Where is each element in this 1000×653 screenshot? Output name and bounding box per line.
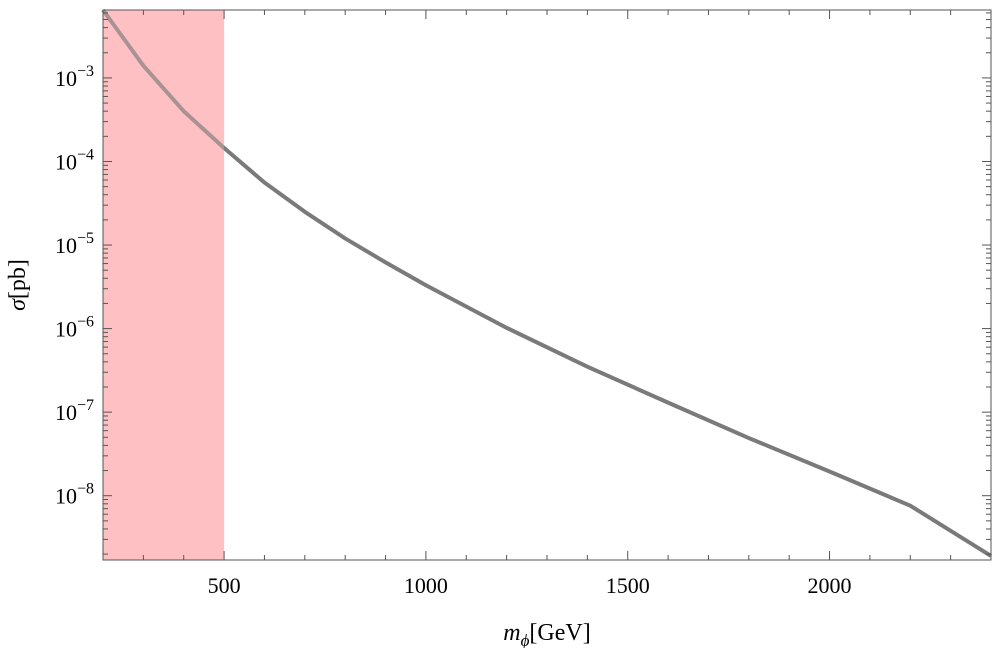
y-tick-label-exponent: −4 [77,146,94,163]
y-tick-label-exponent: −7 [77,397,94,414]
x-tick-label: 1000 [404,573,448,598]
y-axis-label-symbol: σ [5,298,31,311]
series-line-0 [101,8,993,558]
y-tick-label: 10−8 [55,481,94,509]
excluded-region [103,10,225,560]
y-tick-label: 10−6 [55,314,94,342]
y-tick-label-exponent: −3 [77,63,94,80]
y-tick-label-base: 10 [55,317,77,342]
excluded-region-layer [103,10,225,560]
y-axis-label-unit: [pb] [5,259,31,299]
y-tick-label-exponent: −6 [77,314,94,331]
x-axis-label-symbol: m [503,620,520,646]
y-axis-label: σ[pb] [5,259,31,311]
x-axis-label-unit: [GeV] [529,620,590,646]
series-layer [101,8,993,560]
y-tick-label: 10−4 [55,146,94,174]
y-tick-label-base: 10 [55,149,77,174]
x-tick-label: 2000 [808,573,852,598]
x-axis-label-subscript: ϕ [521,631,530,648]
x-tick-label: 500 [208,573,241,598]
excluded-region-overlay [103,10,225,560]
y-tick-label: 10−5 [55,230,94,258]
y-tick-label-base: 10 [55,484,77,509]
y-tick-label-base: 10 [55,400,77,425]
x-tick-label: 1500 [606,573,650,598]
y-tick-label: 10−3 [55,63,94,91]
tick-layer [102,10,992,560]
x-axis-label: mϕ[GeV] [503,620,590,648]
y-tick-label-base: 10 [55,66,77,91]
y-tick-label-exponent: −5 [77,230,94,247]
y-tick-label-base: 10 [55,233,77,258]
y-tick-label-exponent: −8 [77,481,94,498]
plot-frame [102,9,992,561]
y-tick-label: 10−7 [55,397,94,425]
